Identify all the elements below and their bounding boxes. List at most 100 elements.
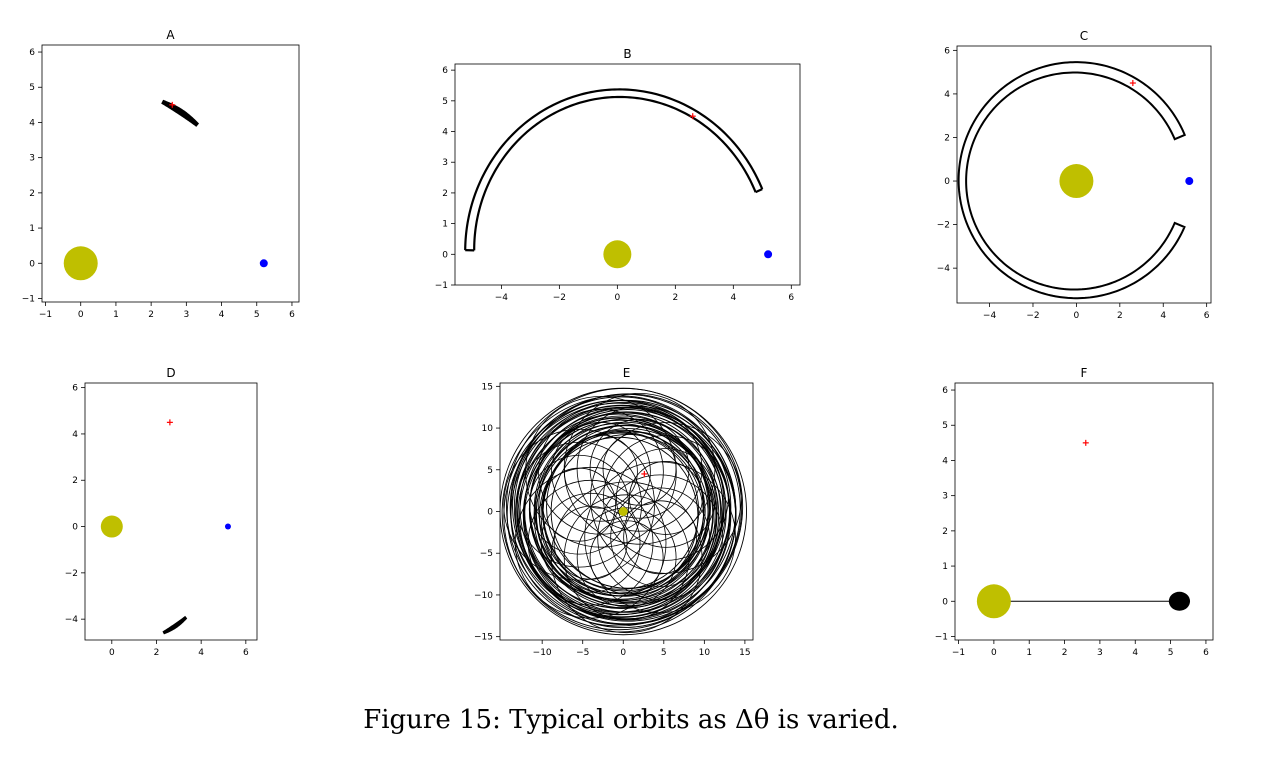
x-tick-label: 0 [109,648,115,658]
orbit-loop [509,396,732,618]
orbit-loop [550,481,703,634]
plot-area [464,88,773,269]
orbit-loop [603,435,729,561]
sun-point [603,240,632,269]
y-tick-label: −1 [935,632,948,642]
y-tick-label: −10 [474,591,493,601]
target-marker [641,470,648,477]
y-tick-label: 4 [72,430,78,440]
x-tick-label: 1 [113,310,119,320]
y-tick-label: −2 [65,569,78,579]
x-tick-label: 5 [1168,648,1174,658]
axes-frame [499,382,754,641]
y-tick-label: 15 [482,382,493,392]
y-tick-label: 1 [442,220,448,230]
target-marker [689,113,696,120]
orbit-loop [506,402,731,627]
y-tick-label: 2 [29,189,35,199]
orbit-loop [576,507,677,608]
orbit-path-outer [464,88,764,251]
y-tick-label: 4 [29,118,35,128]
sun-point [63,246,98,281]
planet-point [764,250,773,259]
planet-point [259,259,268,268]
y-tick-label: 6 [72,384,78,394]
y-tick-label: −5 [480,549,493,559]
orbit-loop [527,479,654,606]
figure-caption: Figure 15: Typical orbits as Δθ is varie… [363,705,899,735]
x-tick-label: 6 [243,648,249,658]
orbit-loop [522,415,723,615]
x-tick-label: 15 [739,648,750,658]
subplot-title: C [1080,29,1088,43]
y-tick-label: 4 [944,90,950,100]
x-tick-label: 4 [198,648,204,658]
x-tick-label: 0 [78,310,84,320]
orbit-loop [529,454,630,555]
orbit-loop [589,520,664,595]
x-tick-label: 5 [254,310,260,320]
x-tick-label: 2 [1062,648,1068,658]
x-tick-label: 0 [614,293,620,303]
x-tick-label: 1 [1026,648,1032,658]
x-tick-label: −1 [39,310,52,320]
orbit-loop [623,500,698,575]
x-tick-label: −1 [952,648,965,658]
planet-point [1185,177,1194,186]
y-tick-label: 2 [442,189,448,199]
orbit-loop [540,492,641,593]
orbit-loop [516,441,642,568]
plot-area [976,439,1191,619]
y-tick-label: 10 [482,424,494,434]
orbit-tangle [500,387,747,636]
x-tick-label: 6 [289,310,295,320]
x-tick-label: 0 [1074,311,1080,321]
x-tick-label: 3 [183,310,189,320]
y-tick-label: 0 [72,523,78,533]
y-tick-label: 2 [944,133,950,143]
x-tick-label: 2 [148,310,154,320]
x-tick-label: 4 [1160,311,1166,321]
y-tick-label: 1 [29,224,35,234]
y-tick-label: −1 [435,281,448,291]
subplot-f: F −1 0 1 2 3 4 5 6 −1 0 1 2 3 4 5 6 [935,366,1214,658]
orbit-loop [540,428,716,604]
orbit-path [162,615,188,635]
y-tick-label: 3 [442,158,448,168]
subplot-title: F [1081,366,1088,380]
x-tick-label: 6 [788,293,794,303]
subplot-title: B [623,47,631,61]
y-tick-label: 6 [29,48,35,58]
orbit-loop [525,395,677,548]
orbit-loop [546,424,710,589]
x-tick-label: 4 [730,293,736,303]
subplot-c: C −4 −2 0 2 4 6 −4 −2 0 2 4 6 [937,29,1212,321]
x-tick-label: −4 [983,311,997,321]
target-marker [166,419,173,426]
x-tick-label: 4 [1132,648,1138,658]
axes-frame [956,45,1212,304]
y-tick-label: −15 [474,633,493,643]
y-tick-label: 5 [487,466,493,476]
y-tick-label: 0 [942,597,948,607]
orbit-outer-ring [500,387,747,636]
plot-area [957,61,1194,300]
y-tick-label: 3 [29,154,35,164]
target-marker [169,101,176,108]
y-tick-label: 1 [942,562,948,572]
orbit-cluster [1168,591,1191,611]
x-tick-label: 6 [1204,311,1210,321]
orbit-loop [517,413,720,616]
y-tick-label: 0 [487,508,493,518]
orbit-loop [563,392,716,545]
sun-point [618,507,628,516]
axes-frame [84,382,258,641]
x-tick-label: 6 [1203,648,1209,658]
orbit-loop [512,400,725,613]
y-tick-label: 2 [942,527,948,537]
orbit-loop [519,405,724,609]
orbit-loop [610,487,710,588]
y-tick-label: −4 [65,615,79,625]
